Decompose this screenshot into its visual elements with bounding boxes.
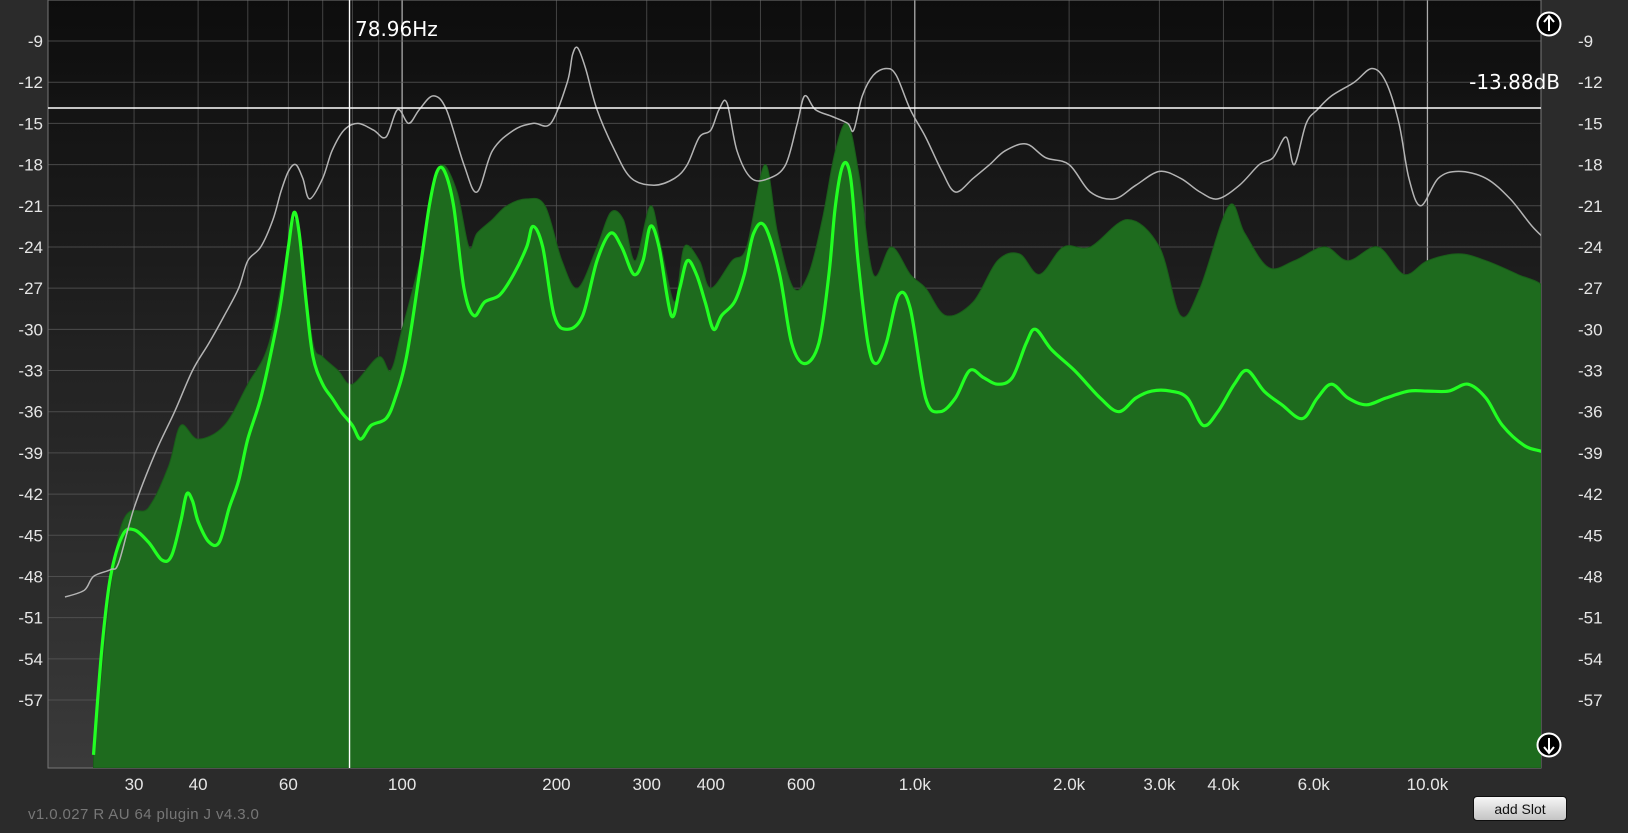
y-tick-label-left: -48 (18, 567, 43, 586)
y-tick-label-right: -42 (1578, 485, 1603, 504)
y-tick-label-right: -27 (1578, 279, 1603, 298)
add-slot-button[interactable]: add Slot (1473, 796, 1567, 821)
y-tick-label-left: -24 (18, 238, 43, 257)
y-tick-label-right: -18 (1578, 156, 1603, 175)
y-tick-label-right: -36 (1578, 403, 1603, 422)
y-tick-label-left: -36 (18, 403, 43, 422)
y-tick-label-left: -30 (18, 320, 43, 339)
y-tick-label-left: -42 (18, 485, 43, 504)
y-axis-left: -9 -12 -15 -18 -21 -24 -27 -30 -33 -36 -39 -42 -45 -4… (18, 32, 43, 710)
y-tick-label-right: -39 (1578, 444, 1603, 463)
y-tick-label-right: -57 (1578, 691, 1603, 710)
arrow-up-glyph (1543, 14, 1555, 31)
x-tick-label: 10.0k (1407, 775, 1449, 794)
x-tick-label: 40 (189, 775, 208, 794)
y-tick-label-left: -12 (18, 73, 43, 92)
x-axis: 30 40 60 100 200 300 400 600 1.0k 2.0k 3.0k 4.0k 6.0… (125, 775, 1449, 794)
x-tick-label: 1.0k (899, 775, 932, 794)
spectrum-fill-area (93, 122, 1541, 768)
x-tick-label: 400 (697, 775, 725, 794)
y-tick-label-right: -48 (1578, 567, 1603, 586)
y-tick-label-left: -57 (18, 691, 43, 710)
y-tick-label-left: -9 (28, 32, 43, 51)
x-tick-label: 100 (388, 775, 416, 794)
x-tick-label: 60 (279, 775, 298, 794)
y-tick-label-left: -18 (18, 156, 43, 175)
x-tick-label: 200 (542, 775, 570, 794)
spectrum-series (64, 46, 1541, 768)
y-tick-label-right: -24 (1578, 238, 1603, 257)
peak-hold-line (64, 46, 1541, 598)
y-tick-label-right: -21 (1578, 197, 1603, 216)
average-spectrum-line (91, 160, 1541, 756)
x-tick-label: 4.0k (1207, 775, 1240, 794)
arrow-down-glyph (1543, 738, 1555, 755)
y-tick-label-right: -30 (1578, 320, 1603, 339)
y-tick-label-right: -9 (1578, 32, 1593, 51)
y-tick-label-left: -54 (18, 650, 43, 669)
x-tick-label: 2.0k (1053, 775, 1086, 794)
y-tick-label-left: -33 (18, 362, 43, 381)
y-tick-label-left: -27 (18, 279, 43, 298)
x-tick-label: 30 (125, 775, 144, 794)
y-tick-label-right: -45 (1578, 526, 1603, 545)
y-tick-label-left: -39 (18, 444, 43, 463)
y-tick-label-left: -21 (18, 197, 43, 216)
y-tick-label-right: -54 (1578, 650, 1603, 669)
y-tick-label-right: -33 (1578, 362, 1603, 381)
cursor-crosshair[interactable] (48, 0, 1541, 768)
y-axis-right: -9 -12 -15 -18 -21 -24 -27 -30 -33 -36 -39 -42 -45 -4… (1578, 32, 1603, 710)
frequency-readout: 78.96Hz (355, 17, 438, 41)
y-tick-label-left: -45 (18, 526, 43, 545)
y-tick-label-left: -15 (18, 114, 43, 133)
x-tick-label: 3.0k (1143, 775, 1176, 794)
version-label: v1.0.027 R AU 64 plugin J v4.3.0 (28, 806, 260, 823)
x-tick-label: 600 (787, 775, 815, 794)
y-tick-label-right: -12 (1578, 73, 1603, 92)
scroll-up-button[interactable] (1536, 11, 1562, 37)
y-tick-label-right: -51 (1578, 609, 1603, 628)
level-readout: -13.88dB (1469, 70, 1560, 94)
y-tick-label-right: -15 (1578, 114, 1603, 133)
scroll-down-button[interactable] (1536, 732, 1562, 758)
x-tick-label: 6.0k (1298, 775, 1331, 794)
y-tick-label-left: -51 (18, 609, 43, 628)
x-tick-label: 300 (633, 775, 661, 794)
